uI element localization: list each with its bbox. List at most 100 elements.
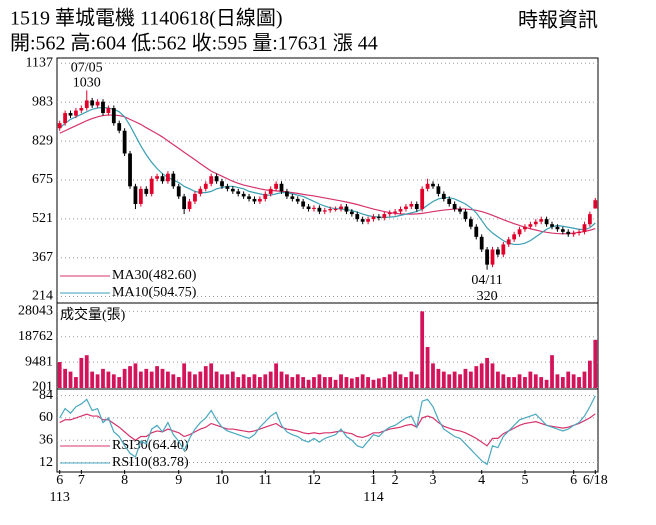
panel-title: 成交量(張) xyxy=(60,306,126,323)
volume-bar xyxy=(203,366,208,388)
volume-bar xyxy=(247,377,251,388)
candle-body xyxy=(79,108,84,111)
candle-body xyxy=(539,219,544,222)
volume-bar xyxy=(74,377,78,388)
volume-bar xyxy=(490,363,495,388)
candle-body xyxy=(209,176,214,184)
candle-body xyxy=(225,186,230,189)
volume-bar xyxy=(312,377,316,388)
volume-bar xyxy=(587,360,592,388)
volume-bar xyxy=(149,371,154,388)
volume-bar xyxy=(209,363,214,388)
candle-body xyxy=(414,204,419,210)
y-tick-label: 84 xyxy=(39,388,53,403)
volume-bar xyxy=(285,374,289,388)
candle-body xyxy=(506,239,511,245)
candle-body xyxy=(474,226,479,237)
candle-body xyxy=(550,224,554,227)
candle-body xyxy=(95,101,100,106)
volume-bar xyxy=(593,339,598,388)
candle-body xyxy=(90,100,95,106)
candle-body xyxy=(166,173,170,182)
candle-body xyxy=(582,224,587,232)
volume-bar xyxy=(166,371,170,388)
x-tick-label: 9 xyxy=(175,473,182,488)
y-tick-label: 983 xyxy=(32,94,53,109)
candle-body xyxy=(160,176,165,182)
candle-body xyxy=(133,186,138,204)
candle-body xyxy=(398,209,403,212)
candle-body xyxy=(479,236,484,250)
volume-bar xyxy=(404,377,408,388)
candle-body xyxy=(214,176,219,182)
candle-body xyxy=(279,183,284,192)
candle-body xyxy=(387,212,392,215)
volume-bar xyxy=(301,377,306,388)
candle-body xyxy=(84,100,89,108)
y-tick-label: 18762 xyxy=(18,329,53,344)
volume-bar xyxy=(566,371,571,388)
volume-bar xyxy=(295,374,300,388)
legend-label: MA10(504.75) xyxy=(112,285,197,300)
volume-bar xyxy=(414,374,419,388)
volume-bar xyxy=(290,377,295,388)
candle-body xyxy=(560,229,565,232)
volume-bar xyxy=(138,371,143,388)
volume-bar xyxy=(447,374,452,388)
annotation-date: 07/05 xyxy=(71,61,103,76)
legend-label: RSI30(64.40) xyxy=(112,438,189,453)
candle-body xyxy=(463,211,468,220)
candle-body xyxy=(57,123,62,129)
candle-body xyxy=(171,173,176,187)
quote-summary: 開:562 高:604 低:562 收:595 量:17631 漲 44 xyxy=(10,32,378,55)
annotation-value: 320 xyxy=(477,289,498,304)
volume-bar xyxy=(393,371,398,388)
volume-bar xyxy=(577,377,581,388)
volume-bar xyxy=(155,366,159,388)
candle-body xyxy=(122,130,127,154)
volume-bar xyxy=(101,368,105,388)
candle-body xyxy=(230,188,235,192)
volume-bar xyxy=(463,368,468,388)
volume-bar xyxy=(387,374,392,388)
candle-body xyxy=(328,209,333,211)
candle-body xyxy=(176,186,181,197)
candle-body xyxy=(317,207,322,212)
x-year-label: 114 xyxy=(363,490,383,505)
candle-body xyxy=(458,209,462,212)
candle-body xyxy=(128,153,132,187)
volume-bar xyxy=(322,377,327,388)
candle-body xyxy=(149,178,154,194)
volume-bar xyxy=(344,377,349,388)
candle-body xyxy=(447,198,452,204)
indicator-line xyxy=(59,114,596,235)
volume-bar xyxy=(268,371,273,388)
volume-bar xyxy=(144,368,149,388)
y-tick-label: 675 xyxy=(32,172,53,187)
y-tick-label: 367 xyxy=(32,250,53,265)
volume-bar xyxy=(544,379,549,388)
candle-body xyxy=(366,219,370,222)
candle-body xyxy=(593,200,598,209)
candle-body xyxy=(468,219,473,227)
volume-bar xyxy=(193,374,197,388)
x-tick-label: 8 xyxy=(121,473,128,488)
volume-bar xyxy=(225,374,230,388)
volume-bar xyxy=(485,357,489,388)
candle-body xyxy=(301,201,306,207)
y-tick-label: 521 xyxy=(32,211,53,226)
volume-bar xyxy=(452,371,457,388)
volume-bar xyxy=(360,374,365,388)
volume-bar xyxy=(582,371,587,388)
candle-body xyxy=(501,244,506,255)
y-tick-label: 1137 xyxy=(26,56,53,71)
volume-bar xyxy=(220,374,224,388)
candle-body xyxy=(566,231,571,235)
candle-body xyxy=(409,204,414,207)
candle-body xyxy=(490,249,495,265)
y-tick-label: 12 xyxy=(39,455,53,470)
x-tick-label: 5 xyxy=(521,473,528,488)
candle-body xyxy=(138,188,143,204)
volume-bar xyxy=(176,377,181,388)
candle-body xyxy=(452,204,457,210)
